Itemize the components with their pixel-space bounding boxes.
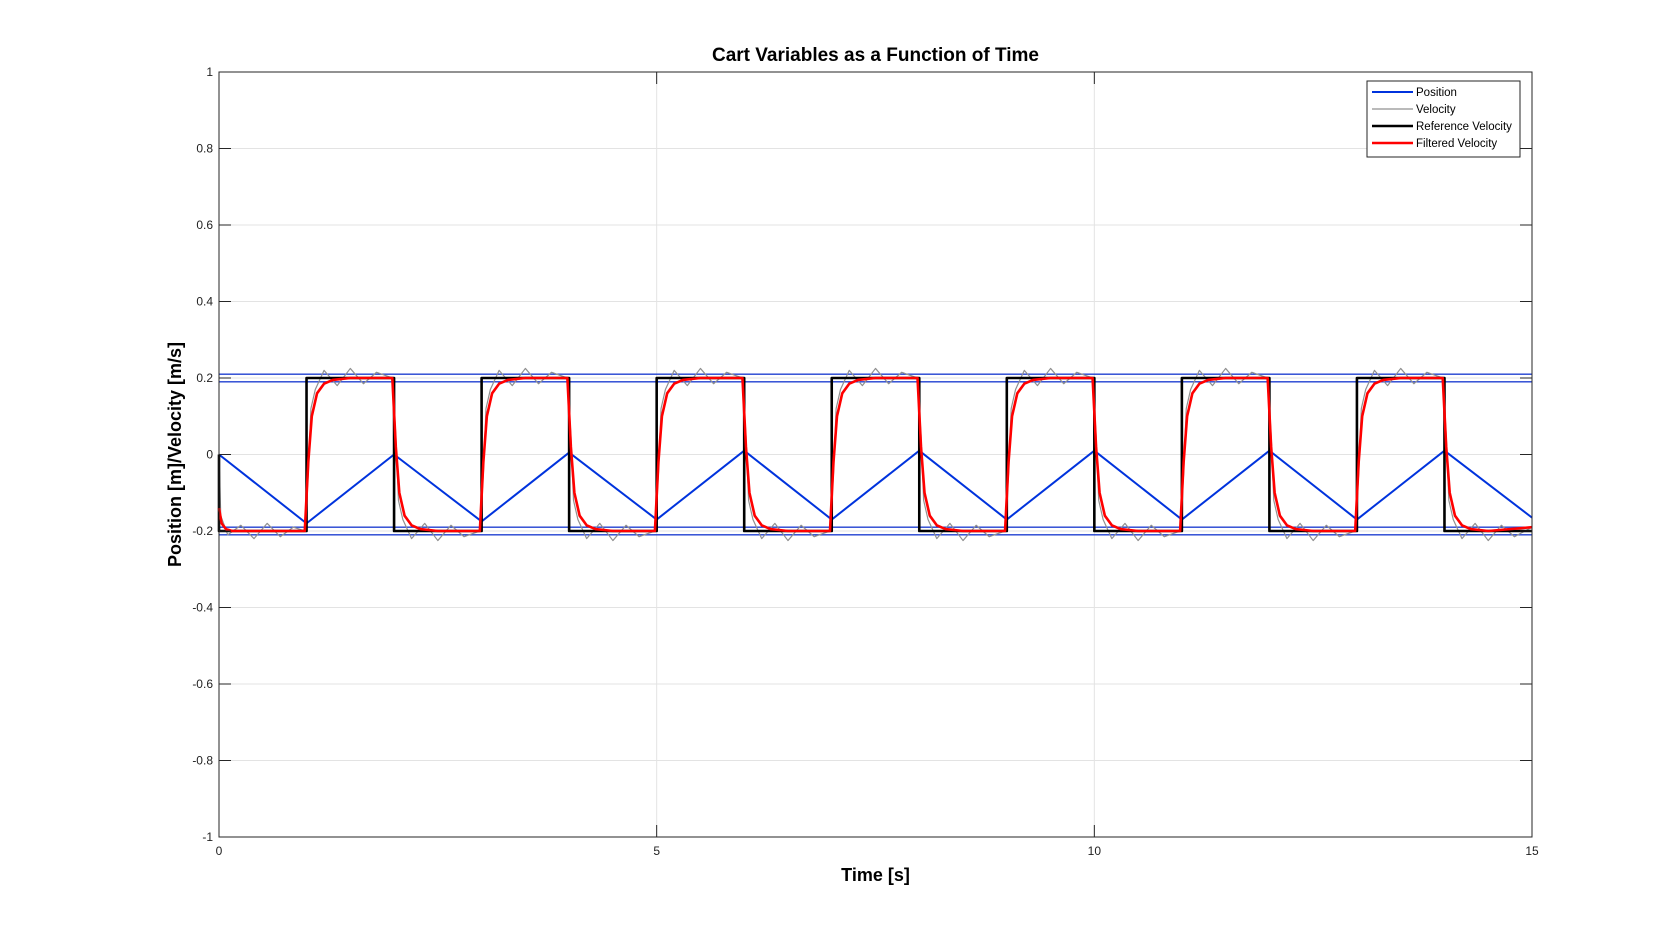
legend-label-velocity: Velocity xyxy=(1416,104,1456,116)
legend-label-filtered-velocity: Filtered Velocity xyxy=(1416,138,1497,150)
x-axis-label: Time [s] xyxy=(841,865,910,885)
axes: 0 5 10 15 -1 -0.8 -0.6 -0.4 -0.2 0 0.2 0.4 0.6 0.8 1 xyxy=(192,65,1539,858)
y-tick-label-5: 0 xyxy=(206,448,213,462)
y-tick-label-9: 0.8 xyxy=(196,142,213,156)
y-tick-label-1: -0.8 xyxy=(192,754,213,768)
x-tick-label-2: 10 xyxy=(1088,844,1102,858)
y-axis-label: Position [m]/Velocity [m/s] xyxy=(165,342,185,567)
bound-lines xyxy=(219,373,1532,536)
y-tick-label-0: -1 xyxy=(202,830,213,844)
x-tick-label-1: 5 xyxy=(653,844,660,858)
y-tick-label-10: 1 xyxy=(206,65,213,79)
legend-box xyxy=(1366,80,1521,158)
x-tick-label-0: 0 xyxy=(216,844,223,858)
series-line-position xyxy=(218,449,1533,525)
legend: Position Velocity Reference Velocity Filter… xyxy=(1366,80,1521,158)
y-tick-label-8: 0.6 xyxy=(196,218,213,232)
chart-title: Cart Variables as a Function of Time xyxy=(712,45,1039,66)
y-tick-label-4: -0.2 xyxy=(192,524,213,538)
y-tick-label-6: 0.2 xyxy=(196,371,213,385)
y-tick-label-3: -0.4 xyxy=(192,601,213,615)
series-layer xyxy=(217,367,1533,542)
series-line-reference-velocity xyxy=(217,376,1532,533)
y-tick-label-2: -0.6 xyxy=(192,677,213,691)
legend-label-position: Position xyxy=(1416,87,1457,99)
y-tick-label-7: 0.4 xyxy=(196,295,213,309)
legend-label-reference-velocity: Reference Velocity xyxy=(1416,121,1512,133)
x-tick-label-3: 15 xyxy=(1525,844,1539,858)
grid xyxy=(219,72,1532,837)
series-line-filtered-velocity xyxy=(217,376,1533,533)
